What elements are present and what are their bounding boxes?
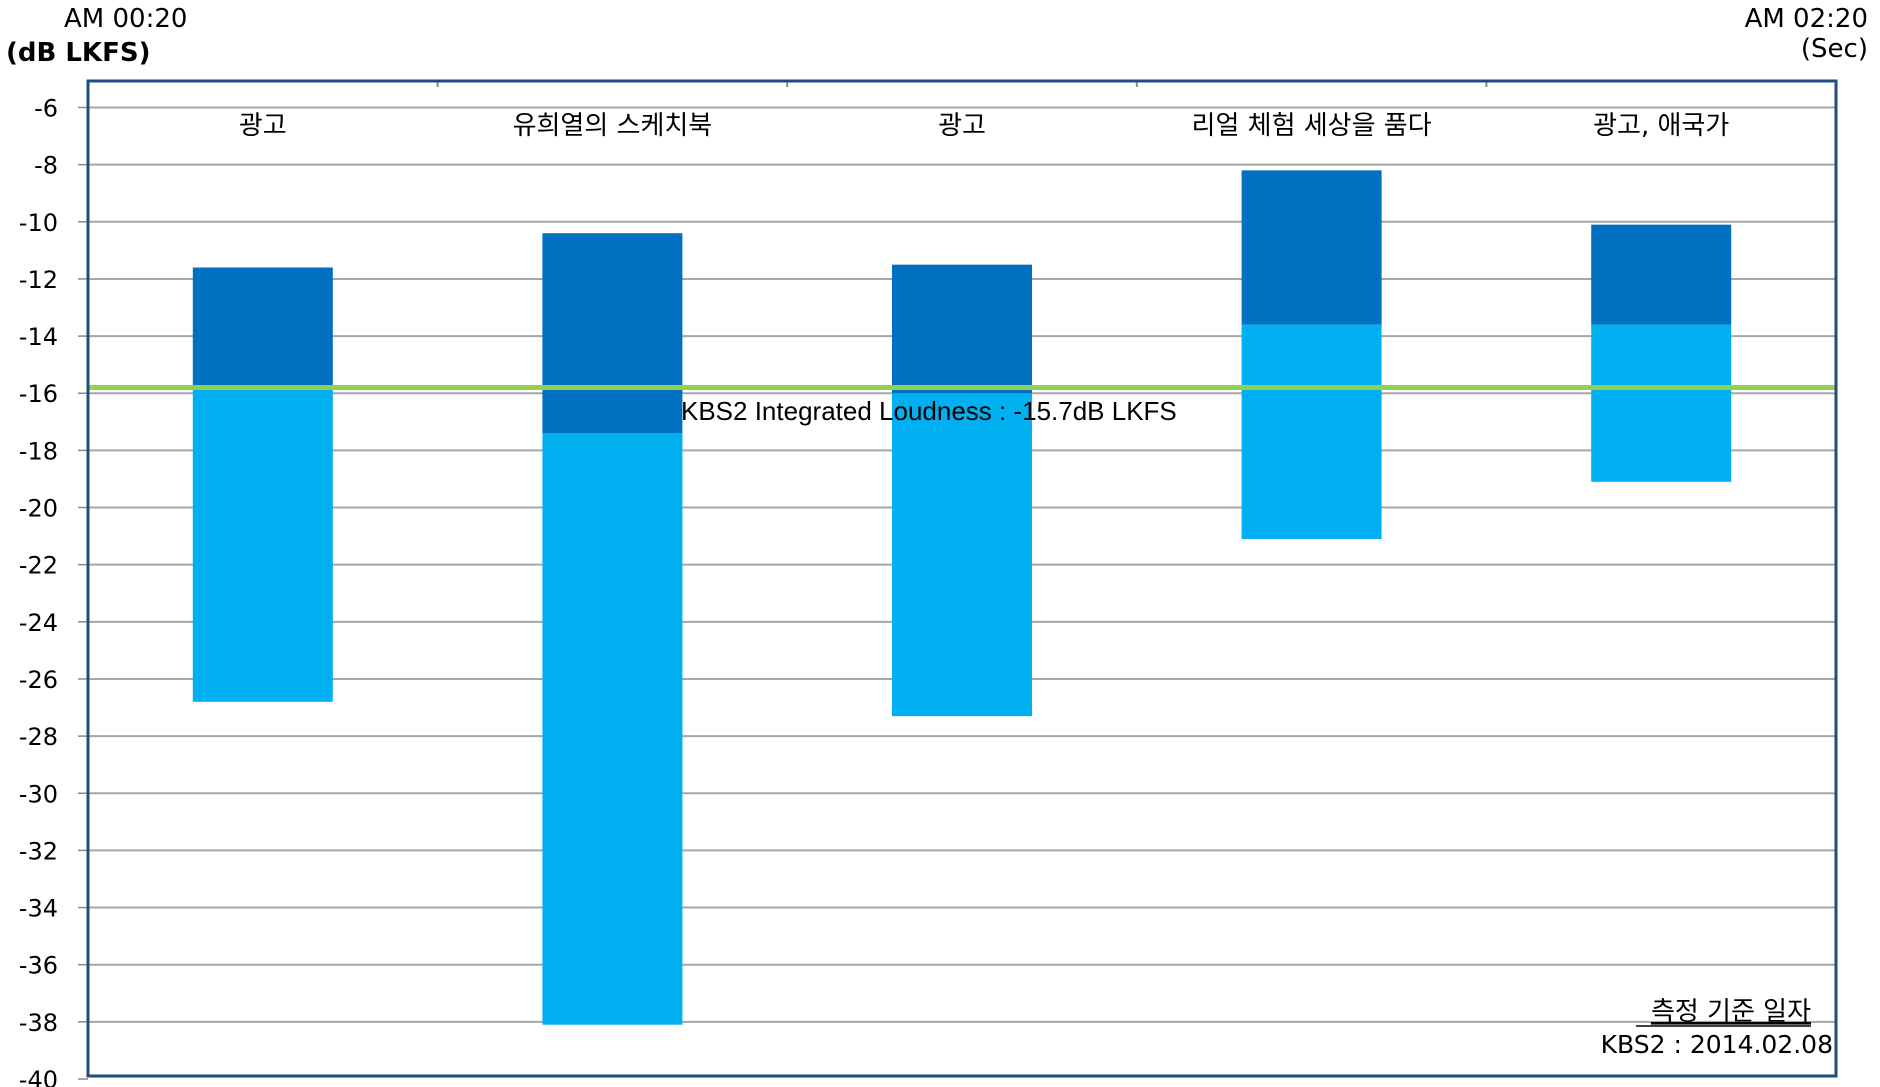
y-tick-label: -22 <box>19 552 58 580</box>
bar-lower-segment <box>892 393 1032 717</box>
y-tick-label: -24 <box>19 609 58 637</box>
category-label: 광고 <box>239 111 287 141</box>
y-tick-label: -30 <box>19 780 58 808</box>
y-tick-label: -32 <box>19 837 58 865</box>
bar-upper-segment <box>1241 170 1382 325</box>
y-tick-label: -36 <box>19 952 58 980</box>
start-time-label: AM 00:20 <box>64 4 188 34</box>
y-tick-label: -18 <box>19 437 58 465</box>
y-tick-label: -6 <box>34 95 58 123</box>
y-tick-label: -26 <box>19 666 58 694</box>
category-label: 유희열의 스케치북 <box>513 111 713 141</box>
bar-upper-segment <box>192 267 333 388</box>
y-tick-label: -16 <box>19 380 58 408</box>
y-axis-unit: (dB LKFS) <box>6 38 151 68</box>
bar-lower-segment <box>192 387 333 702</box>
plot-border <box>86 79 1838 1078</box>
y-tick-label: -34 <box>19 895 58 923</box>
y-tick-label: -28 <box>19 723 58 751</box>
end-time-label: AM 02:20 <box>1744 4 1868 34</box>
y-tick-label: -20 <box>19 495 58 523</box>
bar-upper-segment <box>892 264 1032 394</box>
category-label: 리얼 체험 세상을 품다 <box>1192 111 1432 141</box>
y-tick-label: -14 <box>19 323 58 351</box>
y-tick-label: -8 <box>34 152 58 180</box>
category-label: 광고 <box>938 111 986 141</box>
y-tick-label: -38 <box>19 1009 58 1037</box>
y-tick-label: -40 <box>19 1066 58 1087</box>
footnote-title: 측정 기준 일자 <box>1651 997 1811 1027</box>
footnote-value: KBS2 : 2014.02.08 <box>1601 1030 1833 1059</box>
x-axis-unit: (Sec) <box>1800 34 1868 64</box>
bar-upper-segment <box>1591 224 1732 325</box>
y-tick-label: -10 <box>19 209 58 237</box>
reference-label: KBS2 Integrated Loudness : -15.7dB LKFS <box>681 396 1177 426</box>
bar-lower-segment <box>542 433 683 1025</box>
bar-lower-segment <box>1591 324 1732 482</box>
category-label: 광고, 애국가 <box>1593 111 1729 141</box>
y-tick-label: -12 <box>19 266 58 294</box>
bar-lower-segment <box>1241 324 1382 539</box>
bar-upper-segment <box>542 233 683 434</box>
